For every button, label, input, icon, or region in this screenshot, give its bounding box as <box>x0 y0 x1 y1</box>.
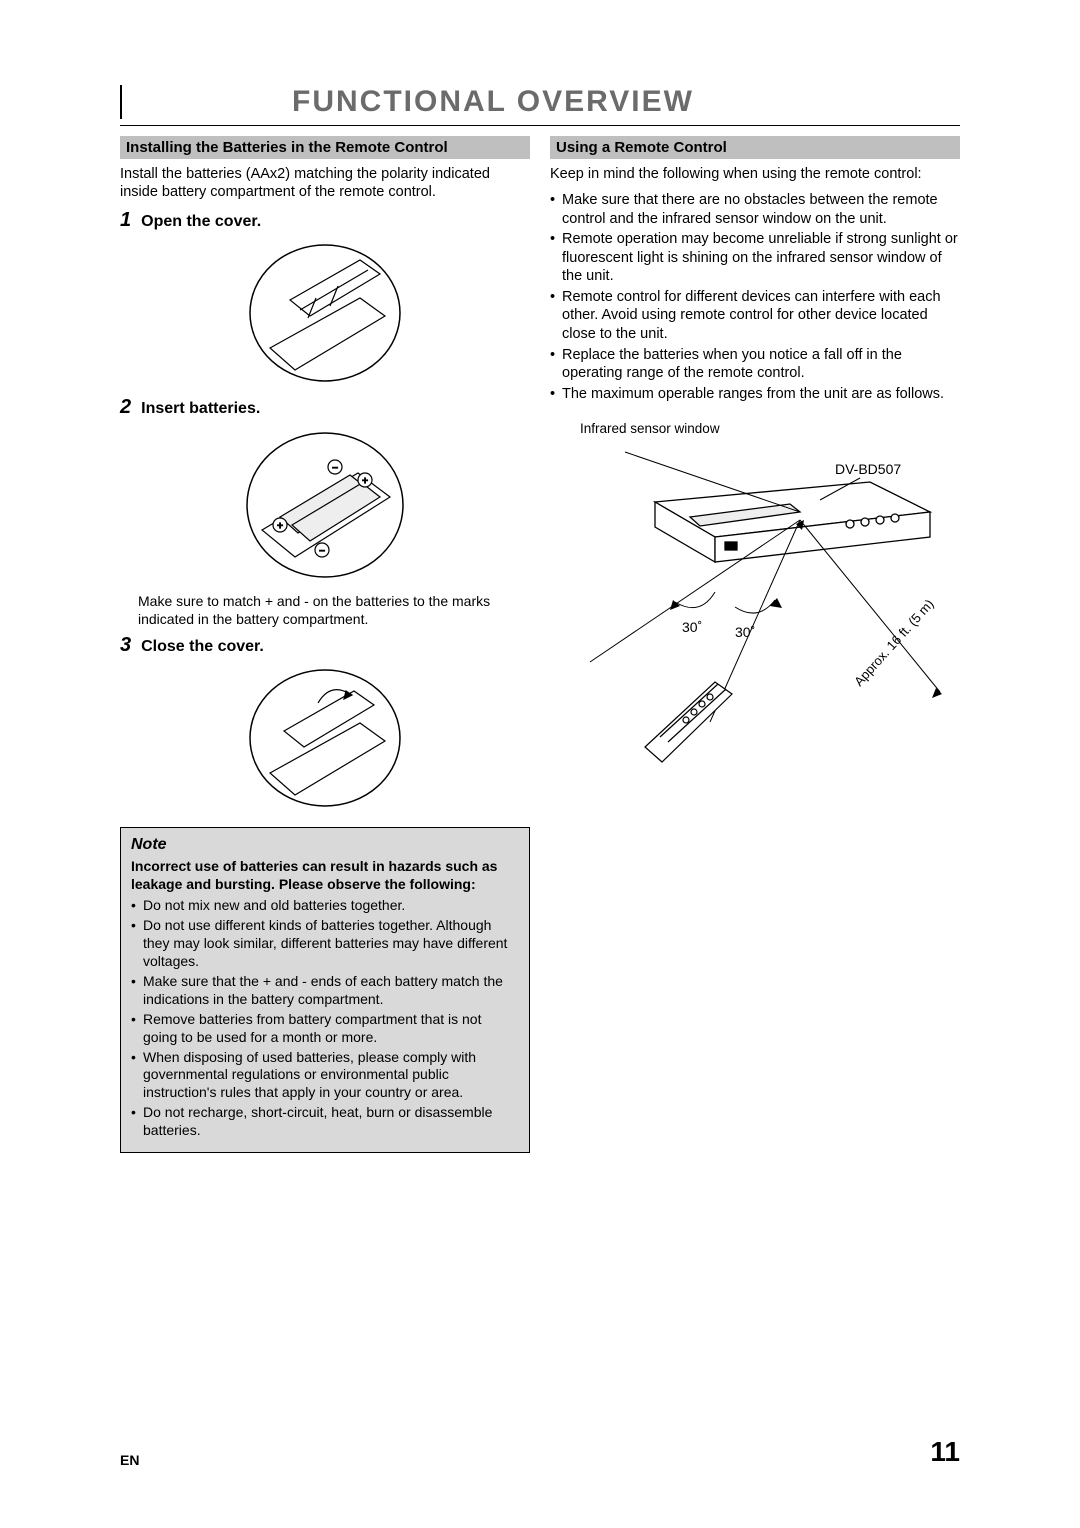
svg-text:−: − <box>319 546 325 557</box>
using-list: Make sure that there are no obstacles be… <box>550 191 960 403</box>
note-item: Make sure that the + and - ends of each … <box>131 973 519 1009</box>
step-2-caption: Make sure to match + and - on the batter… <box>138 593 530 628</box>
angle-right: 30˚ <box>735 624 755 640</box>
svg-text:−: − <box>332 463 338 474</box>
insert-batteries-figure: − + + − <box>240 425 410 585</box>
step-2: 2 Insert batteries. <box>120 396 530 419</box>
sensor-label: Infrared sensor window <box>580 421 960 436</box>
note-item: Remove batteries from battery compartmen… <box>131 1011 519 1047</box>
note-box: Note Incorrect use of batteries can resu… <box>120 827 530 1153</box>
manual-page: FUNCTIONAL OVERVIEW Installing the Batte… <box>120 85 960 1153</box>
step-label: Open the cover. <box>141 213 261 231</box>
note-item: Do not mix new and old batteries togethe… <box>131 897 519 915</box>
using-item: Make sure that there are no obstacles be… <box>550 191 960 228</box>
footer-page-number: 11 <box>930 1436 960 1468</box>
title-rule <box>120 125 960 126</box>
svg-text:+: + <box>277 521 283 532</box>
using-item: Replace the batteries when you notice a … <box>550 346 960 383</box>
using-intro: Keep in mind the following when using th… <box>550 165 960 183</box>
step-number: 1 <box>120 209 131 232</box>
note-lead: Incorrect use of batteries can result in… <box>131 858 519 893</box>
svg-text:+: + <box>362 476 368 487</box>
model-label: DV-BD507 <box>835 461 901 477</box>
step-label: Close the cover. <box>141 638 264 656</box>
using-item: Remote operation may become unreliable i… <box>550 230 960 286</box>
left-column: Installing the Batteries in the Remote C… <box>120 136 530 1153</box>
footer-lang: EN <box>120 1452 139 1468</box>
right-column: Using a Remote Control Keep in mind the … <box>550 136 960 1153</box>
section-header-install: Installing the Batteries in the Remote C… <box>120 136 530 159</box>
page-footer: EN 11 <box>120 1436 960 1468</box>
distance-label: Approx. 16 ft. (5 m) <box>851 596 937 689</box>
step-3: 3 Close the cover. <box>120 634 530 657</box>
step-1: 1 Open the cover. <box>120 209 530 232</box>
step-number: 2 <box>120 396 131 419</box>
title-row: FUNCTIONAL OVERVIEW <box>120 85 960 119</box>
using-item: The maximum operable ranges from the uni… <box>550 385 960 404</box>
note-item: Do not recharge, short-circuit, heat, bu… <box>131 1104 519 1140</box>
note-list: Do not mix new and old batteries togethe… <box>131 897 519 1140</box>
step-label: Insert batteries. <box>141 400 260 418</box>
two-column-layout: Installing the Batteries in the Remote C… <box>120 136 960 1153</box>
close-cover-figure <box>240 663 410 813</box>
page-title: FUNCTIONAL OVERVIEW <box>292 85 960 119</box>
note-title: Note <box>131 836 519 854</box>
step-number: 3 <box>120 634 131 657</box>
using-item: Remote control for different devices can… <box>550 288 960 344</box>
open-cover-figure <box>240 238 410 388</box>
angle-left: 30˚ <box>682 619 702 635</box>
note-item: Do not use different kinds of batteries … <box>131 917 519 971</box>
section-header-using: Using a Remote Control <box>550 136 960 159</box>
range-diagram: DV-BD507 30˚ 30˚ <box>560 442 960 772</box>
note-item: When disposing of used batteries, please… <box>131 1049 519 1103</box>
install-intro: Install the batteries (AAx2) matching th… <box>120 165 530 201</box>
